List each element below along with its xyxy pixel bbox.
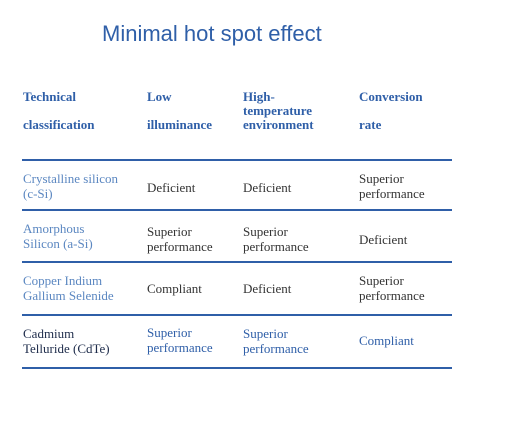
table-rule [22, 159, 452, 161]
row-name-line2: Gallium Selenide [23, 288, 114, 303]
header-high-temperature-line3: environment [243, 117, 314, 132]
row-name-line2: (c-Si) [23, 186, 53, 201]
header-low-illuminance-line2: illuminance [147, 117, 213, 132]
row-conversion-line2: performance [359, 288, 425, 303]
row-high-temperature-line2: performance [243, 341, 309, 356]
table-rule [22, 209, 452, 211]
row-high-temperature: Deficient [243, 180, 292, 195]
row-conversion: Compliant [359, 333, 414, 348]
table-rule [22, 314, 452, 316]
header-technical-classification-line1: Technical [23, 89, 76, 104]
header-technical-classification-line2: classification [23, 117, 95, 132]
header-conversion-rate-line2: rate [359, 117, 382, 132]
table-rule [22, 261, 452, 263]
row-name-line1: Amorphous [23, 221, 85, 236]
header-high-temperature-line2: temperature [243, 103, 313, 118]
row-name-line1: Copper Indium [23, 273, 103, 288]
row-high-temperature: Deficient [243, 281, 292, 296]
row-low-illuminance-line1: Superior [147, 224, 192, 239]
row-high-temperature-line1: Superior [243, 326, 288, 341]
row-low-illuminance-line1: Superior [147, 325, 192, 340]
row-conversion-line1: Superior [359, 171, 404, 186]
row-conversion: Deficient [359, 232, 408, 247]
page-title: Minimal hot spot effect [102, 21, 322, 46]
row-conversion-line1: Superior [359, 273, 404, 288]
header-low-illuminance-line1: Low [147, 89, 172, 104]
row-low-illuminance-line2: performance [147, 340, 213, 355]
row-conversion-line2: performance [359, 186, 425, 201]
row-low-illuminance: Compliant [147, 281, 202, 296]
header-conversion-rate-line1: Conversion [359, 89, 423, 104]
row-high-temperature-line1: Superior [243, 224, 288, 239]
row-name-line1: Crystalline silicon [23, 171, 118, 186]
row-name-line2: Telluride (CdTe) [23, 341, 110, 356]
row-name-line1: Cadmium [23, 326, 75, 341]
table-rule [22, 367, 452, 369]
row-high-temperature-line2: performance [243, 239, 309, 254]
header-high-temperature-line1: High- [243, 89, 275, 104]
row-low-illuminance-line2: performance [147, 239, 213, 254]
row-low-illuminance: Deficient [147, 180, 196, 195]
row-name-line2: Silicon (a-Si) [23, 236, 93, 251]
